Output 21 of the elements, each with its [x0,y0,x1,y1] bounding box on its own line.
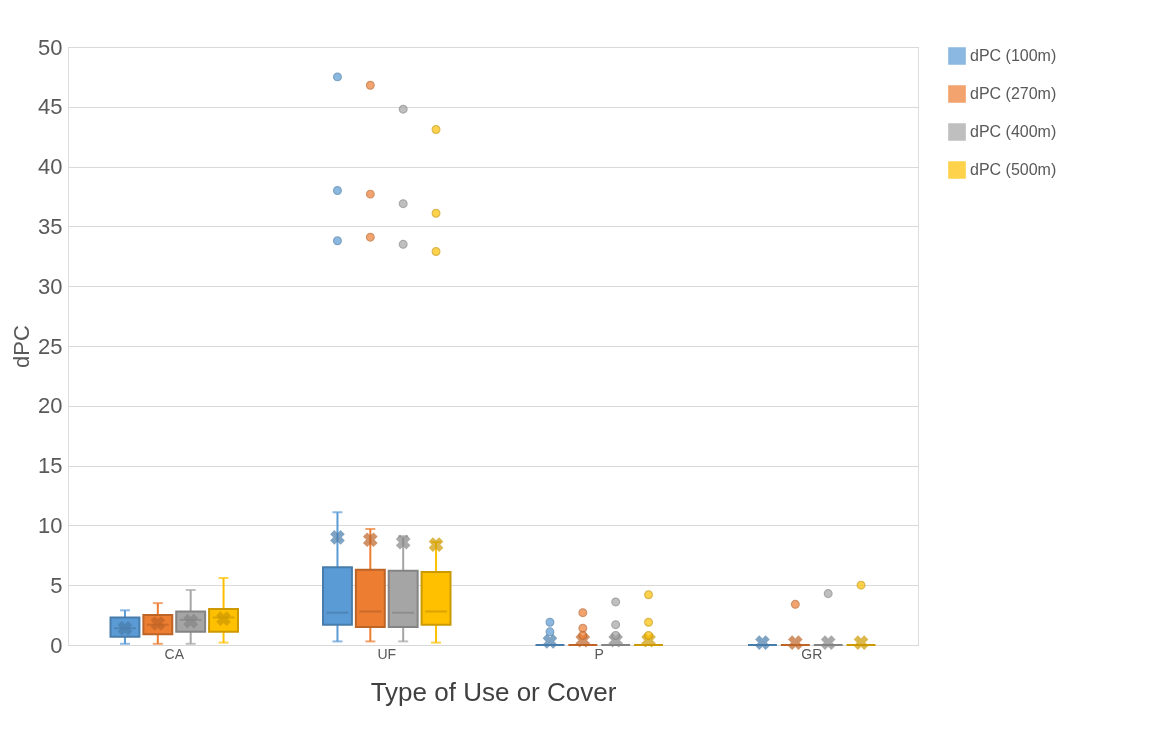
y-axis-title: dPC [9,324,35,368]
legend-label: dPC (270m) [970,85,1057,102]
x-tick-label: P [594,645,604,662]
y-tick-label: 0 [50,632,63,658]
y-tick-label: 20 [38,393,63,419]
x-axis-title: Type of Use or Cover [370,676,617,707]
y-tick-label: 40 [38,154,63,180]
y-tick-label: 35 [38,213,63,239]
y-tick-label: 10 [38,512,63,538]
y-tick-label: 50 [38,34,63,60]
legend-label: dPC (500m) [970,161,1057,178]
x-tick-label: CA [164,645,185,662]
x-tick-label: GR [801,645,823,662]
legend-label: dPC (100m) [970,47,1057,64]
x-tick-label: UF [377,645,397,662]
y-tick-label: 30 [38,273,63,299]
legend-label: dPC (400m) [970,123,1057,140]
y-tick-label: 45 [38,94,63,120]
y-tick-label: 15 [38,453,63,479]
y-tick-label: 25 [38,333,63,359]
y-tick-label: 5 [50,572,63,598]
